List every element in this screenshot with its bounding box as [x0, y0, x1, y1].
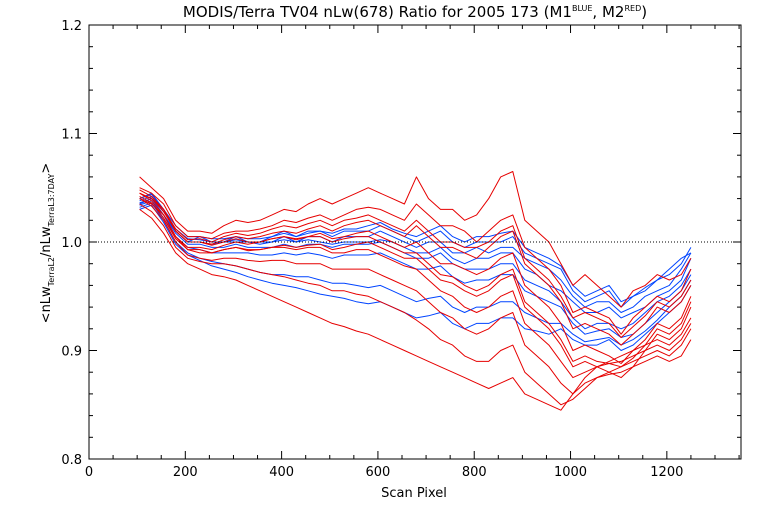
- series-line-m2-18: [139, 192, 692, 368]
- x-tick-label: 1200: [650, 465, 683, 480]
- x-tick-label: 1000: [554, 465, 587, 480]
- series-line-m2-15: [139, 208, 692, 411]
- x-tick-label: 0: [85, 465, 93, 480]
- series-line-m1-3: [139, 193, 692, 303]
- series-line-m2-16: [139, 189, 692, 338]
- y-tick-label: 1.1: [61, 128, 82, 143]
- series-line-m1-2: [139, 195, 692, 319]
- series-line-m2-13: [139, 198, 692, 395]
- series-line-m1-7: [139, 204, 692, 351]
- y-ticks-group: 0.8 0.9 1.0 1.1 1.2: [61, 19, 741, 468]
- plot-series-group: [139, 171, 692, 411]
- x-tick-label: 600: [366, 465, 391, 480]
- chart-title-sup-red: RED: [624, 4, 641, 13]
- series-line-m2-14: [139, 203, 692, 406]
- series-line-m1-1: [139, 198, 692, 313]
- y-tick-label: 0.8: [61, 453, 82, 468]
- y-axis-label-close: >: [39, 163, 54, 174]
- x-tick-label: 800: [462, 465, 487, 480]
- x-tick-label: 200: [173, 465, 198, 480]
- chart-title: MODIS/Terra TV04 nLw(678) Ratio for 2005…: [183, 3, 647, 21]
- chart-title-mid: , M2: [592, 3, 624, 21]
- series-line-m2-11: [139, 198, 692, 364]
- y-axis-label-sub1: TerraL2: [47, 257, 56, 287]
- chart-title-prefix: MODIS/Terra TV04 nLw(678) Ratio for 2005…: [183, 3, 572, 21]
- plot-frame: [88, 24, 742, 460]
- y-tick-label: 1.2: [61, 19, 82, 34]
- y-axis-label-mid: /nLw: [39, 226, 54, 257]
- y-axis-label: <nLwTerraL2/nLwTerraL3:7DAY>: [39, 163, 56, 324]
- series-line-m2-9: [139, 187, 692, 335]
- chart-title-sup-blue: BLUE: [572, 4, 592, 13]
- y-tick-label: 0.9: [61, 345, 82, 360]
- axes-group: [88, 24, 742, 460]
- y-tick-label: 1.0: [61, 236, 82, 251]
- x-ticks-group: 0 200 400 600 800 1000 1200: [85, 25, 740, 480]
- chart-title-suffix: ): [641, 3, 647, 21]
- series-line-m2-10: [139, 192, 692, 346]
- y-axis-label-open: <nLw: [39, 286, 54, 323]
- x-axis-label: Scan Pixel: [381, 486, 447, 501]
- series-line-m2-17: [139, 195, 692, 379]
- x-tick-label: 400: [269, 465, 294, 480]
- y-axis-label-sub2: TerraL3:7DAY: [47, 173, 56, 227]
- series-line-m2-8: [139, 171, 692, 308]
